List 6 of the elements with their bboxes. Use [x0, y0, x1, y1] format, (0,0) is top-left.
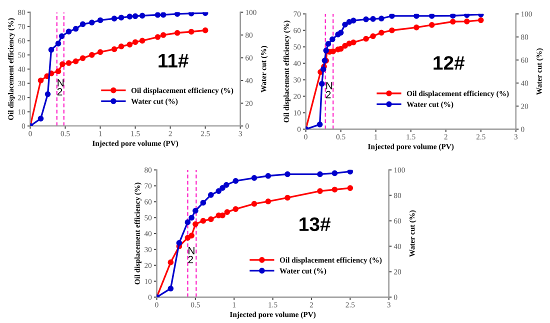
ref-line-label: N 2: [188, 247, 194, 264]
ref-line-label: N 2: [326, 82, 332, 98]
ref-line-label: N 2: [57, 79, 64, 96]
annotation: 11#: [158, 54, 188, 68]
annotation: 13#: [300, 217, 330, 232]
annotation: 12#: [434, 56, 465, 70]
